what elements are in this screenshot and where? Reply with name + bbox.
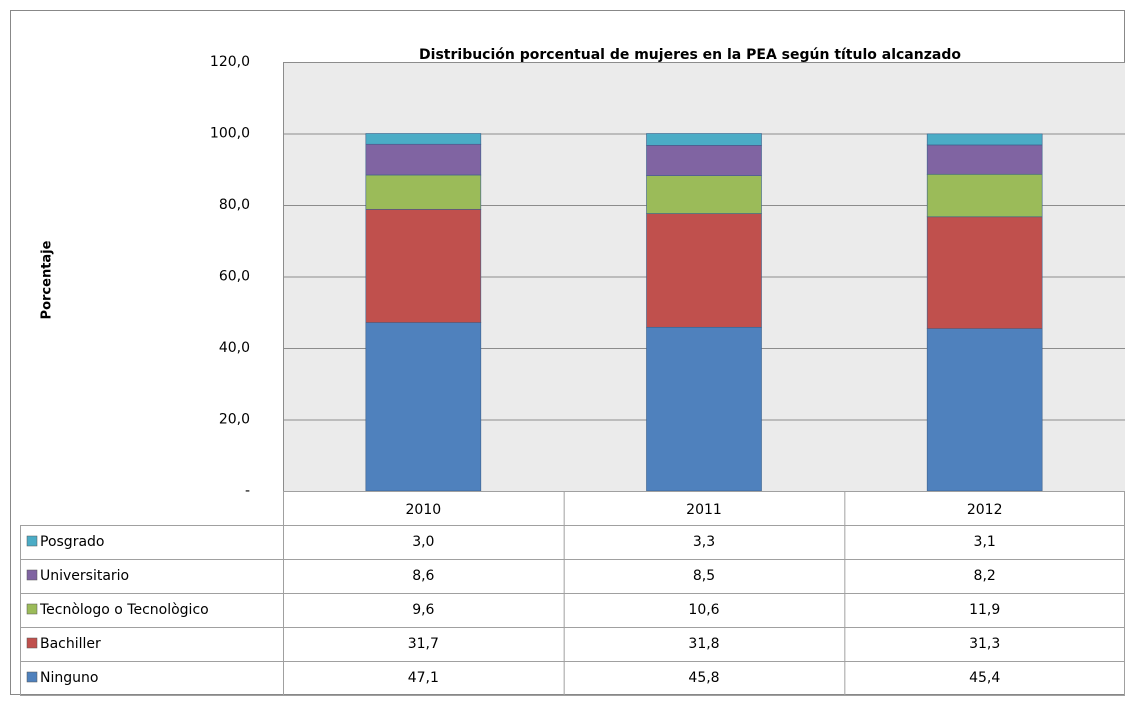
data-table-value: 3,0 (412, 534, 434, 550)
bar-segment (926, 173, 1043, 218)
data-table-value: 11,9 (969, 602, 1000, 618)
legend-label: Tecnòlogo o Tecnològico (39, 602, 209, 618)
bar-segment (365, 208, 482, 323)
bar-segment (926, 144, 1043, 175)
legend-label: Posgrado (40, 534, 104, 550)
legend-key (26, 569, 38, 581)
data-table-value: 3,3 (693, 534, 715, 550)
bar-segment (365, 174, 482, 210)
data-table-value: 47,1 (408, 670, 439, 686)
bar-segment (926, 216, 1043, 329)
legend-key (26, 671, 38, 683)
y-tick-label: 40,0 (219, 340, 250, 356)
bar-segment (646, 175, 762, 214)
y-axis-label: Porcentaje (40, 240, 55, 319)
legend-label: Universitario (40, 568, 129, 584)
y-tick-label: 100,0 (210, 126, 250, 142)
bar-segment (646, 213, 762, 328)
data-table-value: 8,6 (412, 568, 434, 584)
y-tick-label: 60,0 (219, 269, 250, 285)
y-tick-label: 120,0 (210, 54, 250, 70)
bar-segment (365, 143, 482, 176)
bar-segment (926, 328, 1043, 492)
data-table-value: 45,4 (969, 670, 1000, 686)
chart-title: Distribución porcentual de mujeres en la… (419, 47, 961, 63)
data-table-value: 8,5 (693, 568, 715, 584)
legend-label: Bachiller (40, 636, 101, 652)
legend-key (26, 637, 38, 649)
data-table-value: 31,8 (688, 636, 719, 652)
bar-segment (646, 326, 762, 492)
y-tick-label: 80,0 (219, 197, 250, 213)
data-table-value: 8,2 (974, 568, 996, 584)
bar-segment (646, 144, 762, 176)
y-tick-label: - (245, 483, 250, 499)
data-table-value: 31,7 (408, 636, 439, 652)
legend-label: Ninguno (40, 670, 98, 686)
y-tick-label: 20,0 (219, 412, 250, 428)
data-table-value: 3,1 (974, 534, 996, 550)
data-table-value: 9,6 (412, 602, 434, 618)
legend-key (26, 535, 38, 547)
x-tick-label: 2011 (686, 502, 722, 518)
x-tick-label: 2012 (967, 502, 1003, 518)
legend-key (26, 603, 38, 615)
x-tick-label: 2010 (406, 502, 442, 518)
data-table-value: 45,8 (688, 670, 719, 686)
bar-segment (926, 133, 1043, 146)
bar-segment (365, 322, 482, 492)
bar-segment (646, 133, 762, 146)
bar-segment (365, 133, 482, 145)
data-table-value: 31,3 (969, 636, 1000, 652)
data-table-value: 10,6 (688, 602, 719, 618)
